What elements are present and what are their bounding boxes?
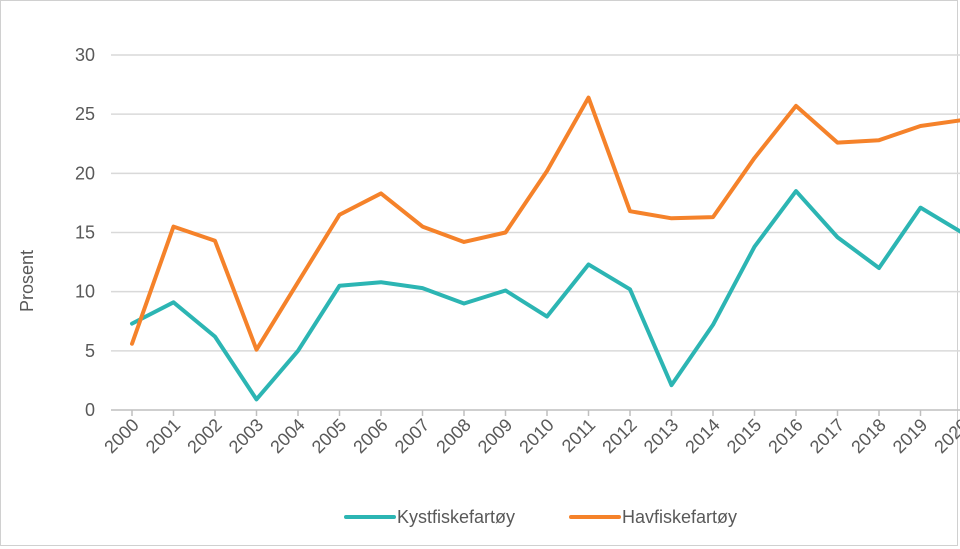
x-tick-label: 2011 (558, 415, 600, 457)
y-tick-label: 5 (85, 341, 95, 361)
x-tick-label: 2015 (723, 415, 765, 457)
x-tick-label: 2002 (183, 415, 225, 457)
x-tick-label: 2004 (266, 415, 308, 457)
x-tick-label: 2009 (474, 415, 516, 457)
y-tick-label: 10 (75, 282, 95, 302)
x-tick-label: 2008 (432, 415, 474, 457)
x-tick-label: 2019 (889, 415, 931, 457)
legend-label-0: Kystfiskefartøy (397, 507, 515, 527)
x-tick-label: 2014 (681, 415, 723, 457)
series-line-1 (130, 95, 960, 352)
y-tick-label: 20 (75, 163, 95, 183)
x-tick-label: 2018 (847, 415, 889, 457)
y-tick-label: 30 (75, 45, 95, 65)
x-tick-label: 2001 (142, 415, 184, 457)
x-tick-label: 2010 (515, 415, 557, 457)
x-tick-label: 2013 (640, 415, 682, 457)
x-tick-label: 2020 (930, 415, 960, 457)
y-tick-label: 25 (75, 104, 95, 124)
series-lines (130, 95, 960, 402)
legend: Kystfiskefartøy Havfiskefartøy (344, 507, 737, 527)
x-tick-label: 2006 (349, 415, 391, 457)
x-tick-label: 2017 (806, 415, 848, 457)
x-tick-label: 2016 (764, 415, 806, 457)
x-tick-label: 2012 (598, 415, 640, 457)
grid-lines (111, 54, 960, 352)
x-tick-label: 2005 (308, 415, 350, 457)
x-tick-label: 2000 (100, 415, 142, 457)
x-axis (111, 409, 960, 416)
x-tick-label: 2007 (391, 415, 433, 457)
y-tick-label: 15 (75, 223, 95, 243)
x-axis-ticks: 2000 2001 2002 2003 2004 2005 2006 2007 2008 2009… (100, 415, 960, 457)
y-axis-ticks: 0 5 10 15 20 25 30 (75, 45, 95, 420)
y-tick-label: 0 (85, 400, 95, 420)
y-axis-label: Prosent (17, 250, 37, 312)
series-line-0 (130, 189, 960, 402)
legend-label-1: Havfiskefartøy (622, 507, 737, 527)
x-tick-label: 2003 (225, 415, 267, 457)
